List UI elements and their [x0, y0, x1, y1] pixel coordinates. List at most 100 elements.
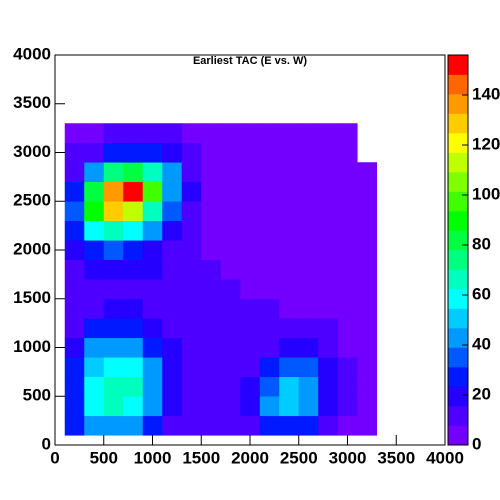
bin [64, 279, 85, 300]
bin [220, 181, 241, 202]
bin [181, 337, 202, 358]
bin [357, 279, 378, 300]
bin [318, 259, 339, 280]
bin [318, 181, 339, 202]
color-band [448, 94, 468, 114]
bin [123, 240, 144, 261]
bin [201, 337, 222, 358]
bin [181, 396, 202, 417]
bin [123, 201, 144, 222]
bin [123, 142, 144, 163]
bin [103, 181, 124, 202]
bin [84, 259, 105, 280]
color-band [448, 74, 468, 95]
bin [64, 415, 85, 436]
color-band [448, 250, 468, 270]
x-tick-label: 3000 [329, 448, 367, 467]
bin [298, 162, 319, 183]
bin [162, 201, 183, 222]
bin [259, 201, 280, 222]
bin [240, 279, 261, 300]
bin [64, 181, 85, 202]
bin [84, 162, 105, 183]
bin [220, 123, 241, 144]
bin [240, 259, 261, 280]
z-tick-label: 60 [472, 284, 491, 303]
bin [142, 279, 163, 300]
bin [201, 396, 222, 417]
bin [318, 396, 339, 417]
bin [162, 376, 183, 397]
bin [103, 220, 124, 241]
bin [142, 220, 163, 241]
bin [298, 337, 319, 358]
bin [103, 259, 124, 280]
bin [181, 376, 202, 397]
bin [298, 142, 319, 163]
bin [201, 259, 222, 280]
y-tick-label: 2000 [13, 239, 51, 258]
bin [64, 123, 85, 144]
bin [162, 181, 183, 202]
bin [220, 376, 241, 397]
bin [337, 220, 358, 241]
bin [259, 240, 280, 261]
color-band [448, 289, 468, 309]
bin [318, 201, 339, 222]
bin [298, 357, 319, 378]
bin [318, 376, 339, 397]
color-band [448, 55, 468, 75]
bin [259, 357, 280, 378]
bin [337, 142, 358, 163]
bin [162, 279, 183, 300]
chart-title: Earliest TAC (E vs. W) [193, 55, 307, 67]
bin [318, 240, 339, 261]
bin [84, 337, 105, 358]
bin [123, 376, 144, 397]
bin [318, 337, 339, 358]
bin [64, 201, 85, 222]
bin [259, 259, 280, 280]
bin [64, 162, 85, 183]
bin [64, 259, 85, 280]
y-tick-label: 500 [23, 386, 51, 405]
color-band [448, 425, 468, 446]
color-band [448, 386, 468, 407]
bin [298, 376, 319, 397]
bin [64, 298, 85, 319]
bin [123, 279, 144, 300]
bin [103, 415, 124, 436]
bin [142, 415, 163, 436]
bin [240, 201, 261, 222]
bin [337, 396, 358, 417]
bin [84, 142, 105, 163]
bin [240, 415, 261, 436]
bin [298, 220, 319, 241]
bin [84, 318, 105, 339]
bin [337, 318, 358, 339]
bin [123, 181, 144, 202]
bin [357, 298, 378, 319]
bin [357, 259, 378, 280]
bin [201, 220, 222, 241]
bin [201, 123, 222, 144]
bin [337, 123, 358, 144]
bin [84, 396, 105, 417]
bin [298, 240, 319, 261]
bin [337, 201, 358, 222]
bin [64, 396, 85, 417]
bin [84, 181, 105, 202]
bin [279, 259, 300, 280]
bin [103, 201, 124, 222]
bin [279, 162, 300, 183]
bin [64, 337, 85, 358]
bin [103, 279, 124, 300]
bin [318, 123, 339, 144]
bin [259, 396, 280, 417]
color-band [448, 172, 468, 192]
bin [279, 201, 300, 222]
bin [201, 181, 222, 202]
bin [201, 240, 222, 261]
color-band [448, 308, 468, 329]
